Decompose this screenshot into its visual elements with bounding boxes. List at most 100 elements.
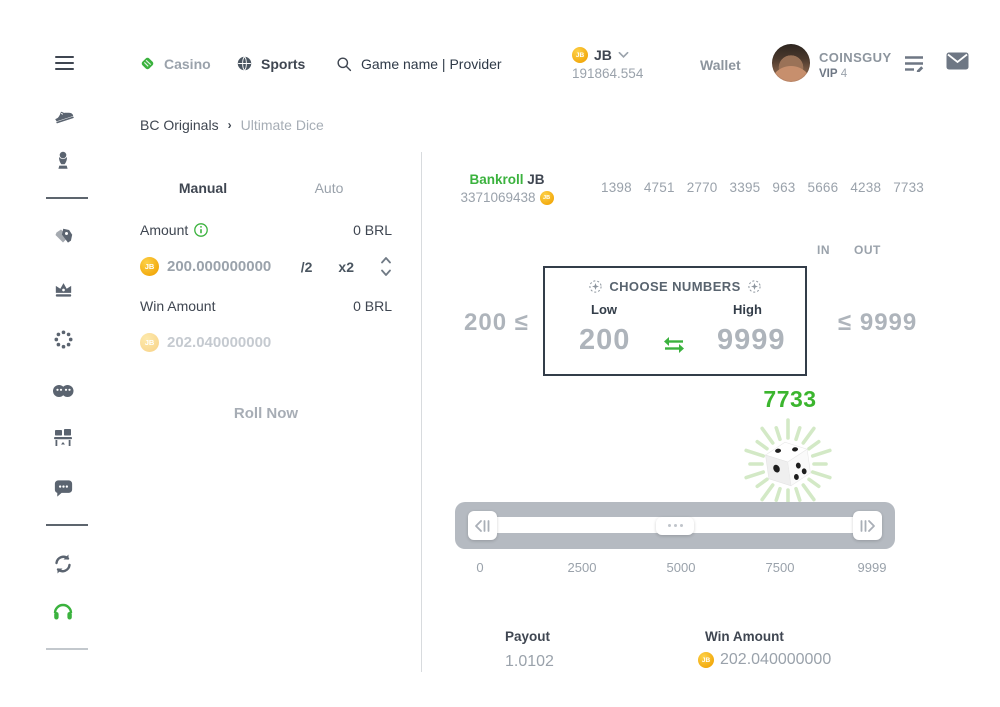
high-value-input[interactable]: 9999	[717, 324, 786, 356]
breadcrumb-parent[interactable]: BC Originals	[140, 117, 219, 133]
vip-label: VIP	[819, 68, 838, 80]
bankroll-currency: JB	[527, 172, 545, 187]
currency-coin-icon: JB	[140, 333, 159, 352]
sidebar-divider	[46, 524, 88, 526]
slider-tick: 5000	[666, 560, 696, 575]
history-item[interactable]: 963	[772, 180, 796, 195]
currency-coin-icon: JB	[698, 652, 714, 668]
history-item[interactable]: 5666	[807, 180, 839, 195]
nav-casino[interactable]: Casino	[139, 55, 211, 72]
roll-history: 1398 4751 2770 3395 963 5666 4238 7733	[601, 180, 924, 195]
slider-tick: 0	[476, 560, 484, 575]
win-amount-fiat: 0 BRL	[353, 298, 392, 314]
tags-icon	[55, 228, 73, 243]
sneaker-icon	[55, 111, 74, 124]
payout-value: 1.0102	[505, 653, 554, 670]
handle-right-icon	[860, 519, 875, 532]
swap-values-icon[interactable]	[662, 336, 686, 354]
history-item[interactable]: 4751	[643, 180, 675, 195]
casino-label: Casino	[164, 55, 211, 72]
slider-tick: 2500	[567, 560, 597, 575]
payout-label: Payout	[505, 629, 551, 644]
sidebar-item-vip-club[interactable]	[50, 276, 76, 302]
game-search[interactable]: Game name | Provider	[336, 56, 502, 72]
tab-in[interactable]: IN	[817, 243, 830, 257]
headphones-icon	[53, 603, 73, 620]
sidebar-item-lottery[interactable]	[50, 326, 76, 352]
vip-level: 4	[840, 68, 848, 80]
sidebar-item-promotions[interactable]	[50, 225, 76, 251]
double-bet-button[interactable]: x2	[338, 258, 354, 275]
mail-icon[interactable]	[946, 52, 969, 70]
crown-icon	[55, 282, 71, 297]
history-item[interactable]: 2770	[686, 180, 718, 195]
transactions-icon[interactable]	[903, 55, 925, 72]
search-input[interactable]: Game name | Provider	[361, 56, 502, 72]
menu-icon[interactable]	[55, 56, 74, 70]
sidebar-item-support[interactable]	[50, 598, 76, 624]
tab-manual[interactable]: Manual	[178, 180, 228, 196]
breadcrumb-chevron-icon: ›	[227, 118, 232, 132]
desk-icon	[54, 429, 72, 446]
sidebar-item-chat[interactable]	[50, 475, 76, 501]
range-slider[interactable]	[455, 502, 895, 549]
game-win-amount-label: Win Amount	[705, 629, 784, 644]
bankroll[interactable]: Bankroll JB 3371069438 JB	[448, 172, 566, 205]
history-item[interactable]: 1398	[601, 180, 632, 195]
slider-tick: 9999	[857, 560, 887, 575]
slider-range-drag-handle[interactable]	[656, 516, 694, 535]
search-icon	[337, 57, 352, 72]
nav-sports[interactable]: Sports	[236, 55, 305, 72]
currency-code: JB	[594, 47, 612, 63]
sports-basketball-icon	[237, 56, 252, 71]
info-icon[interactable]	[194, 223, 209, 237]
sports-label: Sports	[261, 55, 306, 72]
tab-out[interactable]: OUT	[854, 243, 881, 257]
sidebar-item-trophy[interactable]	[50, 148, 76, 174]
roll-now-button[interactable]: Roll Now	[233, 405, 299, 422]
win-amount-label: Win Amount	[140, 298, 216, 314]
currency-coin-icon: JB	[539, 190, 554, 205]
sidebar-item-swap[interactable]	[50, 551, 76, 577]
avatar[interactable]	[772, 44, 810, 82]
high-label: High	[733, 302, 762, 317]
panel-divider	[421, 152, 422, 672]
masks-icon	[53, 385, 74, 397]
sidebar-divider	[46, 648, 88, 650]
user-info[interactable]: COINSGUY VIP 4	[819, 50, 892, 80]
wallet-button[interactable]: Wallet	[700, 57, 741, 73]
balance-dropdown[interactable]: JB JB 191864.554	[572, 47, 643, 81]
half-bet-button[interactable]: /2	[300, 258, 313, 275]
slider-high-handle[interactable]	[853, 511, 882, 540]
history-item[interactable]: 7733	[893, 180, 925, 195]
breadcrumb: BC Originals › Ultimate Dice	[140, 117, 324, 133]
max-bound: ≤ 9999	[838, 309, 918, 336]
swap-hands-icon	[55, 554, 71, 574]
username: COINSGUY	[819, 50, 892, 65]
sidebar-item-sneaker[interactable]	[50, 101, 76, 127]
dashed-star-icon	[589, 280, 602, 293]
amount-input[interactable]: 200.000000000	[167, 258, 272, 275]
low-label: Low	[591, 302, 617, 317]
low-value-input[interactable]: 200	[579, 324, 631, 356]
choose-numbers-title: CHOOSE NUMBERS	[609, 279, 741, 294]
win-amount-value: 202.040000000	[167, 334, 272, 351]
tab-auto[interactable]: Auto	[314, 180, 344, 196]
dice-burst-icon	[744, 418, 832, 510]
chat-icon	[54, 479, 72, 497]
slider-low-handle[interactable]	[468, 511, 497, 540]
roulette-dots-icon	[53, 329, 73, 349]
choose-numbers-box: CHOOSE NUMBERS Low High 200 9999	[543, 266, 807, 376]
sidebar-item-community[interactable]	[50, 378, 76, 404]
history-item[interactable]: 3395	[729, 180, 761, 195]
slider-tick: 7500	[765, 560, 795, 575]
game-win-amount-value: 202.040000000	[720, 651, 832, 668]
roll-result: 7733	[763, 386, 817, 412]
history-item[interactable]: 4238	[850, 180, 882, 195]
chevron-down-icon	[618, 51, 629, 59]
sidebar-item-affiliate[interactable]	[50, 425, 76, 451]
breadcrumb-current: Ultimate Dice	[240, 117, 324, 133]
amount-fiat: 0 BRL	[353, 222, 392, 238]
amount-stepper[interactable]	[380, 255, 392, 278]
currency-coin-icon: JB	[140, 257, 159, 276]
